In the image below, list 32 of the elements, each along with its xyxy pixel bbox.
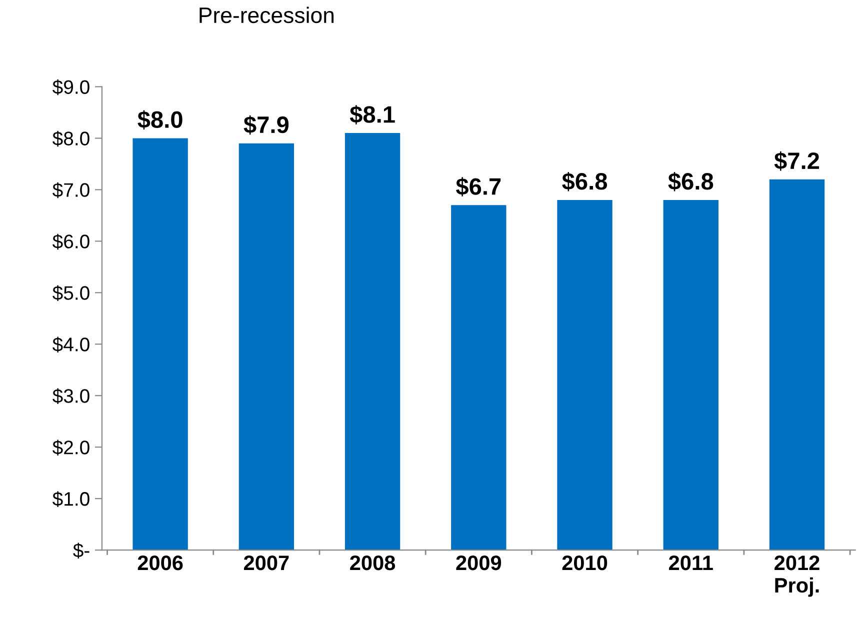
bar	[344, 133, 400, 550]
y-tick-label: $4.0	[52, 336, 90, 353]
bar	[663, 200, 718, 550]
x-tick-label: 2011	[669, 555, 713, 570]
x-tick-label: 2012 Proj.	[774, 555, 820, 597]
y-tick-label: $7.0	[52, 182, 90, 198]
y-tick-label: $1.0	[52, 491, 90, 507]
y-tick-label: $3.0	[52, 388, 90, 404]
y-tick-label: $5.0	[52, 285, 90, 302]
x-tick-label: 2009	[456, 555, 502, 570]
data-label: $6.7	[456, 177, 501, 196]
text: Pre-recession	[200, 6, 334, 24]
data-label: $7.9	[244, 115, 289, 135]
data-label: $6.8	[668, 172, 714, 192]
bar	[132, 138, 188, 550]
y-tick-label: $9.0	[52, 79, 90, 96]
y-tick-label: $-	[73, 542, 90, 558]
y-tick-label: $6.0	[52, 234, 90, 250]
x-tick-label: 2006	[138, 555, 183, 570]
data-label: $7.2	[774, 151, 820, 171]
bar	[451, 205, 506, 550]
x-tick-label: 2007	[244, 555, 289, 570]
bar	[238, 143, 294, 550]
data-label: $8.0	[138, 110, 182, 130]
bar	[769, 179, 825, 550]
data-label: $8.1	[350, 105, 395, 124]
bar	[557, 200, 612, 550]
data-label: $6.8	[562, 172, 608, 192]
y-tick-label: $8.0	[52, 130, 90, 147]
x-tick-label: 2010	[562, 555, 608, 570]
y-tick-label: $2.0	[52, 440, 90, 456]
x-tick-label: 2008	[350, 555, 396, 570]
